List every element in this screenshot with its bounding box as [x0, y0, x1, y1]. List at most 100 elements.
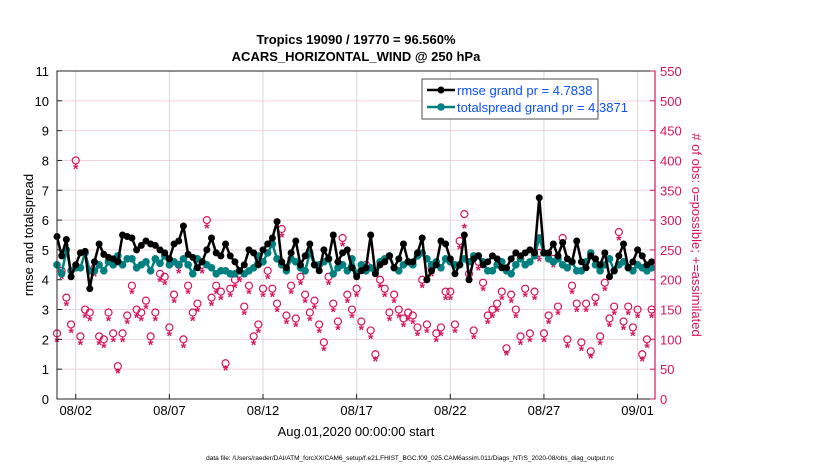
rmse-point — [385, 252, 393, 260]
rmse-point — [432, 261, 440, 269]
obs-possible-marker — [525, 329, 534, 338]
spread-point — [301, 266, 309, 275]
obs-assimilated-marker: * — [298, 277, 304, 293]
obs-assimilated-marker: * — [181, 339, 187, 355]
obs-assimilated-marker: * — [494, 304, 500, 320]
y-tick-label: 2 — [42, 332, 49, 347]
spread-point — [174, 261, 183, 269]
obs-assimilated-marker: * — [574, 304, 580, 320]
obs-assimilated-marker: * — [485, 315, 491, 331]
obs-assimilated-marker: * — [331, 304, 337, 320]
rmse-point — [390, 264, 398, 272]
obs-assimilated-marker: * — [125, 315, 131, 331]
rmse-point — [62, 235, 70, 243]
rmse-point — [264, 240, 272, 248]
obs-possible-marker — [310, 296, 319, 305]
obs-assimilated-marker: * — [607, 318, 613, 334]
obs-assimilated-marker: * — [68, 324, 74, 340]
rmse-point — [334, 258, 342, 266]
obs-assimilated-marker: * — [96, 336, 102, 352]
obs-possible-marker — [539, 329, 549, 338]
obs-possible-marker — [544, 311, 553, 320]
rmse-point — [545, 249, 553, 257]
rmse-point — [362, 264, 370, 272]
obs-possible-marker — [422, 320, 431, 329]
obs-possible-marker — [488, 305, 497, 314]
obs-possible-marker — [85, 308, 94, 317]
rmse-point — [507, 255, 515, 263]
chart-title-line2: ACARS_HORIZONTAL_WIND @ 250 hPa — [232, 49, 481, 64]
rmse-point — [460, 231, 468, 239]
obs-assimilated-marker: * — [448, 292, 454, 308]
obs-possible-marker — [390, 290, 399, 299]
rmse-point — [596, 261, 604, 269]
y-right-tick-label: 100 — [660, 332, 682, 347]
obs-assimilated-marker: * — [438, 327, 444, 343]
rmse-point — [217, 252, 225, 260]
rmse-point — [301, 252, 309, 260]
rmse-point — [634, 246, 642, 254]
rmse-point — [325, 255, 333, 263]
obs-assimilated-marker: * — [588, 350, 594, 366]
rmse-point — [320, 246, 328, 254]
obs-assimilated-marker: * — [457, 241, 463, 257]
obs-assimilated-marker: * — [513, 310, 519, 326]
obs-assimilated-marker: * — [569, 286, 575, 302]
rmse-point — [554, 252, 562, 260]
obs-possible-marker — [188, 308, 197, 317]
obs-assimilated-marker: * — [120, 333, 126, 349]
obs-possible-marker — [399, 314, 408, 323]
spread-point — [507, 269, 515, 278]
obs-possible-marker — [291, 314, 300, 323]
rmse-point — [573, 237, 581, 245]
obs-assimilated-marker: * — [452, 324, 458, 340]
legend-spread-label: totalspread grand pr = 4.3871 — [457, 100, 628, 115]
obs-possible-marker — [287, 281, 296, 290]
rmse-point — [343, 246, 351, 254]
x-tick-label: 08/07 — [153, 403, 186, 418]
obs-possible-marker — [137, 308, 146, 317]
obs-assimilated-marker: * — [139, 312, 145, 328]
obs-assimilated-marker: * — [597, 336, 603, 352]
obs-possible-marker — [315, 320, 324, 329]
obs-assimilated-marker: * — [232, 280, 238, 296]
rmse-point — [193, 264, 201, 272]
rmse-point — [568, 258, 576, 266]
rmse-point — [179, 222, 187, 230]
obs-assimilated-marker: * — [602, 283, 608, 299]
obs-possible-marker — [460, 210, 469, 219]
obs-assimilated-marker: * — [401, 318, 407, 334]
obs-possible-marker — [118, 329, 127, 338]
x-tick-label: 08/22 — [434, 403, 467, 418]
obs-possible-marker — [633, 305, 642, 314]
spread-point — [188, 269, 197, 278]
obs-possible-marker — [169, 290, 179, 299]
obs-assimilated-marker: * — [635, 310, 641, 326]
grid — [57, 71, 655, 399]
obs-assimilated-marker: * — [616, 232, 622, 248]
rmse-point — [189, 253, 197, 261]
rmse-point — [282, 264, 290, 272]
obs-possible-marker — [151, 308, 160, 317]
obs-possible-marker — [127, 281, 137, 290]
obs-assimilated-marker: * — [284, 315, 290, 331]
obs-assimilated-marker: * — [251, 336, 257, 352]
obs-assimilated-marker: * — [579, 342, 585, 358]
obs-assimilated-marker: * — [368, 330, 374, 346]
obs-possible-marker — [329, 299, 338, 308]
rmse-point — [329, 231, 337, 239]
y-tick-label: 8 — [42, 153, 49, 168]
rmse-point — [474, 252, 482, 260]
obs-assimilated-marker: * — [471, 330, 477, 346]
obs-possible-marker — [76, 332, 85, 341]
rmse-point — [175, 237, 183, 245]
rmse-point — [648, 258, 656, 266]
obs-possible-marker — [160, 272, 169, 281]
obs-assimilated-marker: * — [359, 321, 365, 337]
y-tick-label: 0 — [42, 392, 49, 407]
obs-possible-marker — [226, 284, 235, 293]
obs-possible-marker — [244, 281, 254, 290]
rmse-point — [442, 240, 450, 248]
obs-assimilated-marker: * — [148, 336, 154, 352]
